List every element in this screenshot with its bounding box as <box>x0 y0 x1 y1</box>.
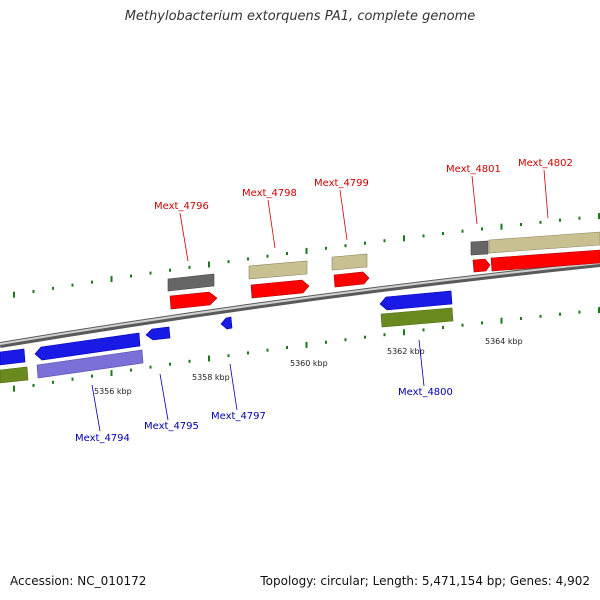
gene-arrow <box>379 290 453 311</box>
leader-line <box>543 169 549 219</box>
gene-label-mext-4801[interactable]: Mext_4801 <box>446 164 501 175</box>
gene-label-mext-4794[interactable]: Mext_4794 <box>75 433 130 444</box>
axis-tick-label: 5360 kbp <box>290 359 328 368</box>
gene-label-mext-4797[interactable]: Mext_4797 <box>211 411 266 422</box>
gene-feature-mext-4797[interactable] <box>220 316 233 330</box>
gene-leader-lines <box>91 169 549 432</box>
leader-line <box>179 212 189 262</box>
leader-line <box>339 189 348 241</box>
gene-arrow <box>490 249 600 272</box>
gene-arrow <box>145 326 171 341</box>
gene-block <box>331 253 368 271</box>
leader-line <box>471 175 478 225</box>
leader-line <box>267 199 276 249</box>
gene-feature-mext-4795[interactable] <box>145 326 171 341</box>
gene-feature-left-edge[interactable] <box>0 348 29 384</box>
leader-line <box>418 339 425 387</box>
gene-feature-mext-4796[interactable] <box>167 273 218 310</box>
gene-feature-mext-4798[interactable] <box>248 260 310 299</box>
gene-label-mext-4798[interactable]: Mext_4798 <box>242 188 297 199</box>
leader-line <box>229 363 238 411</box>
tick-marks-reverse <box>13 307 600 392</box>
gene-arrow <box>220 316 233 330</box>
gene-block <box>36 349 144 379</box>
tick-marks-forward <box>13 213 600 298</box>
axis-tick-label: 5358 kbp <box>192 373 230 382</box>
gene-feature-mext-4794[interactable] <box>34 332 144 379</box>
gene-feature-mext-4801[interactable] <box>470 240 491 273</box>
gene-arrow <box>472 258 491 273</box>
gene-feature-mext-4800[interactable] <box>379 290 454 328</box>
leader-line <box>159 373 169 421</box>
gene-feature-mext-4799[interactable] <box>331 253 370 288</box>
gene-arrow <box>333 271 370 288</box>
gene-block <box>167 273 215 292</box>
gene-block <box>0 366 29 384</box>
gene-label-mext-4802[interactable]: Mext_4802 <box>518 158 573 169</box>
map-title: Methylobacterium extorquens PA1, complet… <box>124 9 476 24</box>
leader-line <box>91 384 101 432</box>
gene-label-mext-4800[interactable]: Mext_4800 <box>398 387 453 398</box>
gene-block <box>380 307 454 328</box>
genome-backbone-highlight <box>0 262 600 345</box>
gene-label-mext-4799[interactable]: Mext_4799 <box>314 178 369 189</box>
gene-block <box>248 260 308 280</box>
gene-label-mext-4796[interactable]: Mext_4796 <box>154 201 209 212</box>
axis-tick-label: 5364 kbp <box>485 337 523 346</box>
gene-feature-mext-4802[interactable] <box>488 231 600 272</box>
axis-tick-label: 5356 kbp <box>94 387 132 396</box>
gene-block <box>488 231 600 254</box>
axis-tick-label: 5362 kbp <box>387 347 425 356</box>
gene-block <box>470 240 489 256</box>
gene-arrow <box>34 332 141 361</box>
gene-block <box>0 348 26 366</box>
gene-label-mext-4795[interactable]: Mext_4795 <box>144 421 199 432</box>
gene-arrow <box>169 291 218 310</box>
genome-summary-text: Topology: circular; Length: 5,471,154 bp… <box>260 574 590 588</box>
gene-arrow <box>250 279 310 299</box>
genome-backbone <box>0 261 600 348</box>
accession-text: Accession: NC_010172 <box>10 574 147 588</box>
